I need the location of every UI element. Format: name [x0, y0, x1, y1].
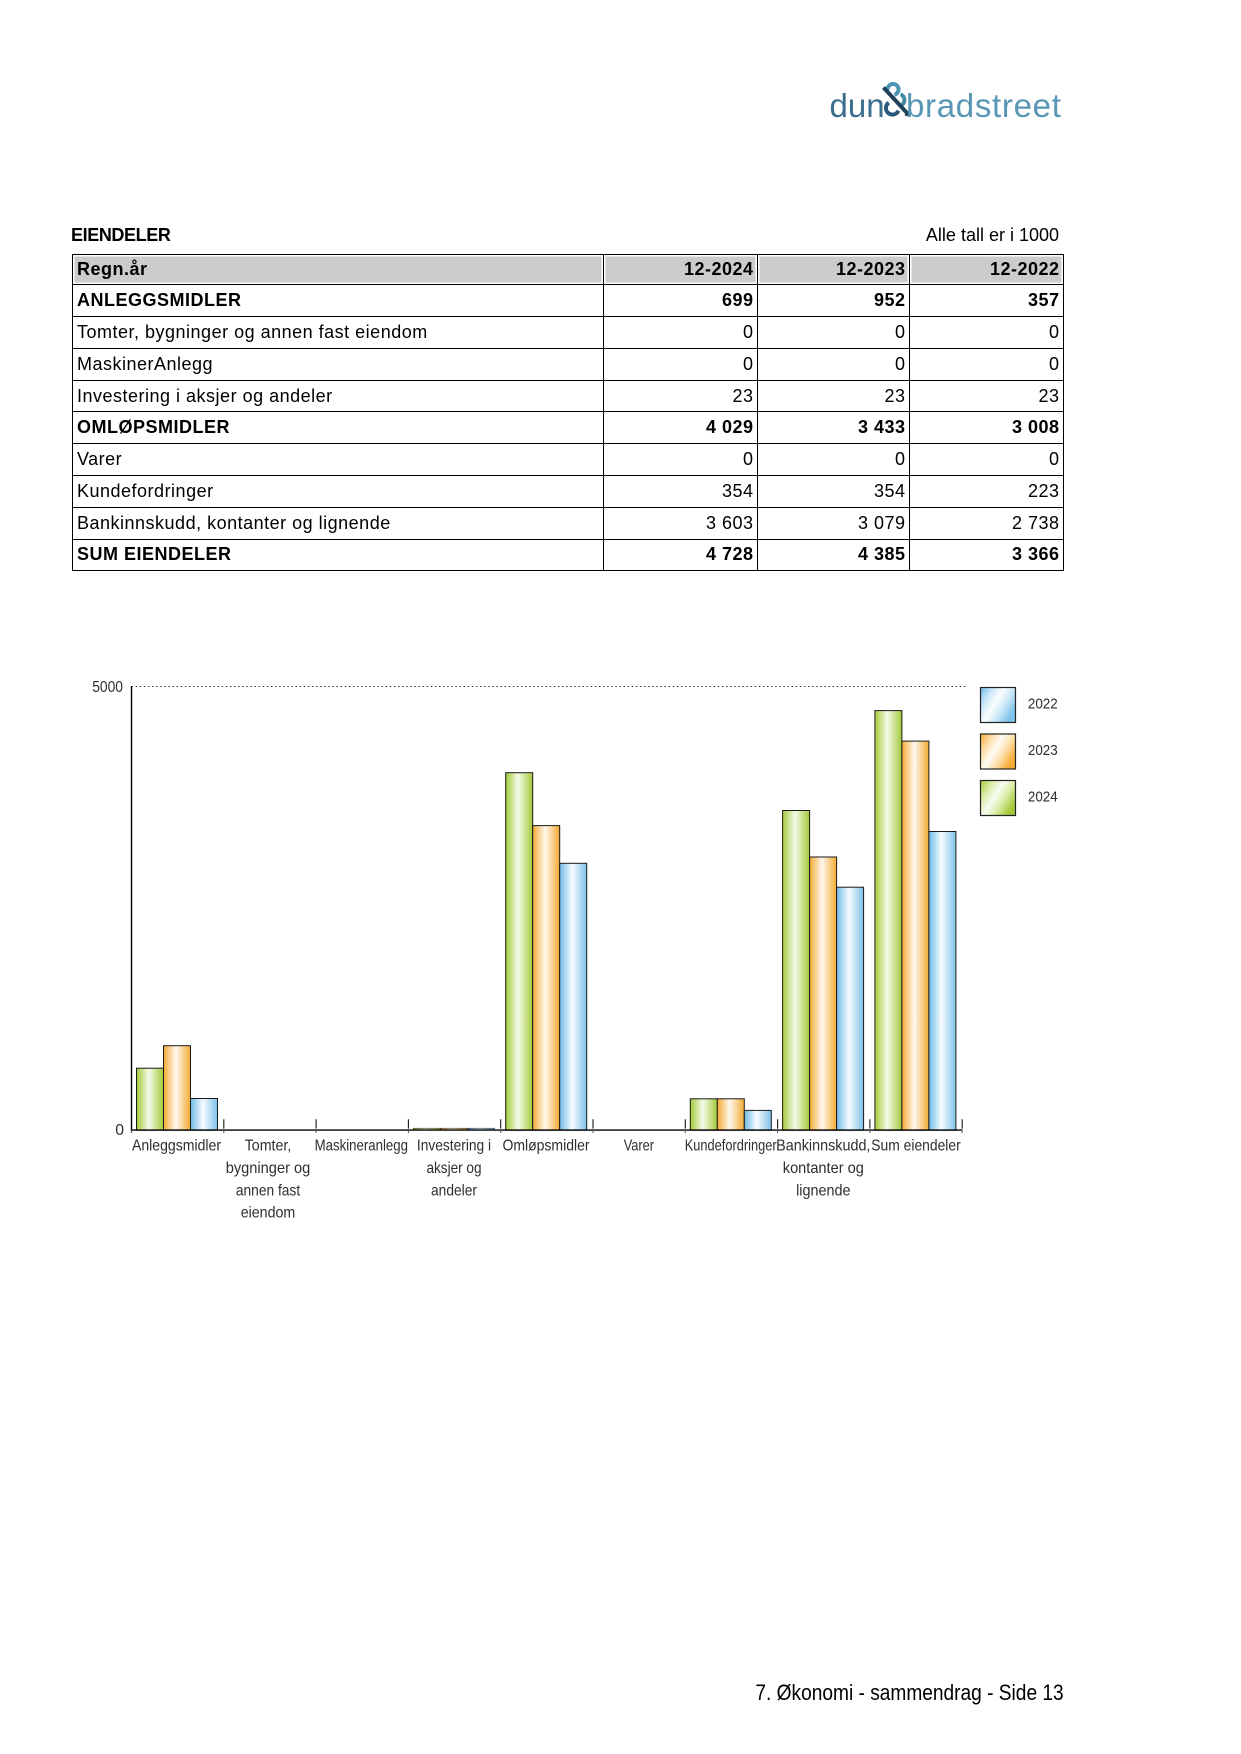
svg-text:Tomter,: Tomter, — [245, 1138, 292, 1155]
svg-text:Kundefordringer: Kundefordringer — [685, 1138, 777, 1155]
svg-text:2023: 2023 — [1028, 743, 1058, 759]
svg-text:Varer: Varer — [624, 1138, 654, 1155]
svg-text:bygninger og: bygninger og — [226, 1160, 311, 1177]
svg-text:Sum eiendeler: Sum eiendeler — [871, 1138, 960, 1155]
svg-text:Investering i: Investering i — [417, 1138, 491, 1155]
svg-text:annen fast: annen fast — [236, 1182, 301, 1199]
svg-text:aksjer og: aksjer og — [426, 1160, 481, 1177]
svg-text:kontanter og: kontanter og — [783, 1160, 864, 1177]
svg-text:Bankinnskudd,: Bankinnskudd, — [776, 1138, 870, 1155]
svg-text:lignende: lignende — [796, 1182, 851, 1199]
svg-text:Maskineranlegg: Maskineranlegg — [315, 1138, 408, 1155]
svg-text:2022: 2022 — [1028, 697, 1058, 713]
svg-text:eiendom: eiendom — [241, 1205, 296, 1222]
svg-text:5000: 5000 — [92, 679, 123, 696]
svg-text:Omløpsmidler: Omløpsmidler — [502, 1138, 589, 1155]
svg-text:2024: 2024 — [1028, 790, 1058, 806]
svg-text:Anleggsmidler: Anleggsmidler — [132, 1138, 221, 1155]
svg-text:andeler: andeler — [431, 1182, 477, 1199]
svg-text:0: 0 — [115, 1122, 124, 1139]
